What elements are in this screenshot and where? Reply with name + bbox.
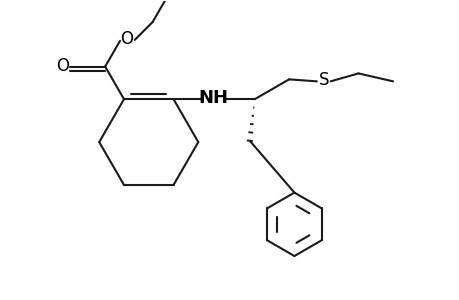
Text: NH: NH — [198, 89, 228, 107]
Text: S: S — [318, 71, 328, 89]
Text: O: O — [120, 30, 133, 48]
Text: O: O — [56, 57, 69, 75]
